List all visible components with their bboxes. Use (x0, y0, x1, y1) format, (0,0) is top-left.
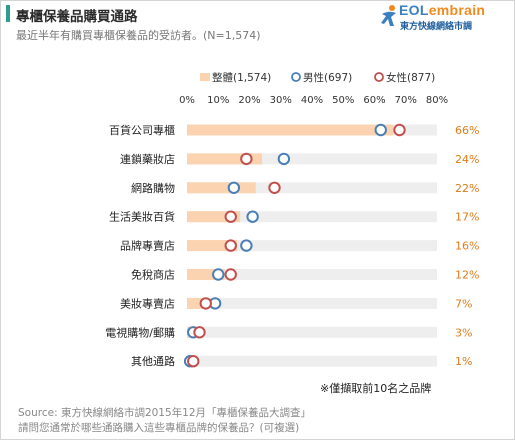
bar-overall (187, 211, 241, 223)
marker-female (193, 326, 206, 339)
bar-track (187, 182, 437, 194)
value-label-overall: 12% (455, 269, 479, 282)
marker-female (268, 181, 281, 195)
bar-overall (187, 124, 394, 136)
x-tick-label: 20% (238, 95, 260, 106)
value-label-overall: 66% (455, 124, 479, 137)
logo-figure-icon (381, 5, 396, 26)
bar-track (187, 269, 437, 280)
marker-female (187, 355, 200, 368)
value-label-overall: 24% (455, 153, 479, 166)
marker-male (240, 239, 253, 252)
legend-label-female: 女性(877) (386, 71, 435, 84)
value-label-overall: 1% (455, 355, 472, 368)
bar-overall (187, 297, 209, 309)
value-label-overall: 22% (455, 182, 479, 195)
legend-label-overall: 整體(1,574) (212, 71, 271, 84)
bar-overall (187, 153, 262, 165)
marker-male (227, 181, 241, 195)
source-block: Source: 東方快線網絡市調2015年12月「專櫃保養品大調查」 請問您通常… (18, 406, 311, 436)
legend-swatch-overall (200, 73, 210, 81)
value-label-overall: 16% (455, 240, 479, 253)
bar-track (187, 211, 437, 223)
category-label: 其他通路 (131, 355, 175, 368)
bar-overall (187, 269, 225, 280)
marker-female (393, 123, 406, 137)
bar-overall (187, 240, 237, 252)
x-tick-label: 0% (179, 95, 195, 106)
category-label: 品牌專賣店 (120, 239, 175, 253)
legend-marker-male (291, 72, 301, 82)
bar-track (187, 153, 437, 165)
bar-track (187, 326, 437, 338)
value-label-overall: 3% (455, 326, 472, 339)
marker-female (224, 210, 237, 223)
bar-track (187, 297, 437, 309)
logo-wordmark-eol: EOL (399, 2, 429, 18)
x-tick-label: 30% (270, 95, 292, 106)
page-title: 專櫃保養品購買通路 (16, 9, 138, 25)
marker-male (246, 210, 259, 223)
legend-marker-female (374, 72, 384, 82)
survey-question: 請問您通常於哪些通路購入這些專櫃品牌的保養品？(可複選) (18, 422, 300, 434)
x-tick-label: 70% (395, 95, 417, 106)
category-label: 電視購物/郵購 (105, 325, 175, 339)
category-label: 美妝專賣店 (120, 296, 175, 310)
title-accent-bar (6, 5, 10, 22)
marker-female (224, 239, 237, 252)
x-tick-label: 40% (301, 95, 323, 106)
marker-male (212, 268, 225, 281)
category-label: 百貨公司專櫃 (109, 123, 175, 137)
category-label: 免稅商店 (131, 268, 175, 282)
category-label: 網路購物 (131, 181, 175, 195)
value-label-overall: 7% (455, 297, 472, 310)
category-label: 生活美妝百貨 (109, 210, 175, 224)
brand-logo: EOLembrain 東方快線網絡市調 (379, 2, 511, 32)
page-subtitle: 最近半年有購買專櫃保養品的受訪者。(N=1,574) (16, 29, 261, 42)
logo-tagline: 東方快線網絡市調 (400, 22, 473, 32)
marker-female (224, 268, 237, 281)
chart-note: ※僅擷取前10名之品牌 (320, 382, 432, 395)
marker-male (374, 123, 387, 137)
bar-overall (187, 182, 256, 194)
marker-male (277, 152, 291, 166)
x-tick-label: 60% (363, 95, 385, 106)
bar-track (187, 240, 437, 252)
logo-wordmark-embrain: embrain (428, 2, 486, 18)
source-text: Source: 東方快線網絡市調2015年12月「專櫃保養品大調查」 (18, 407, 312, 419)
legend-label-male: 男性(697) (303, 71, 352, 84)
logo-wordmark: EOLembrain (399, 2, 485, 18)
marker-female (199, 297, 212, 310)
value-label-overall: 17% (455, 211, 479, 224)
x-tick-label: 50% (332, 95, 354, 106)
marker-female (240, 152, 253, 166)
category-label: 連鎖藥妝店 (120, 152, 175, 166)
x-tick-label: 80% (426, 95, 448, 106)
bar-track (187, 355, 437, 367)
x-tick-label: 10% (207, 95, 229, 106)
